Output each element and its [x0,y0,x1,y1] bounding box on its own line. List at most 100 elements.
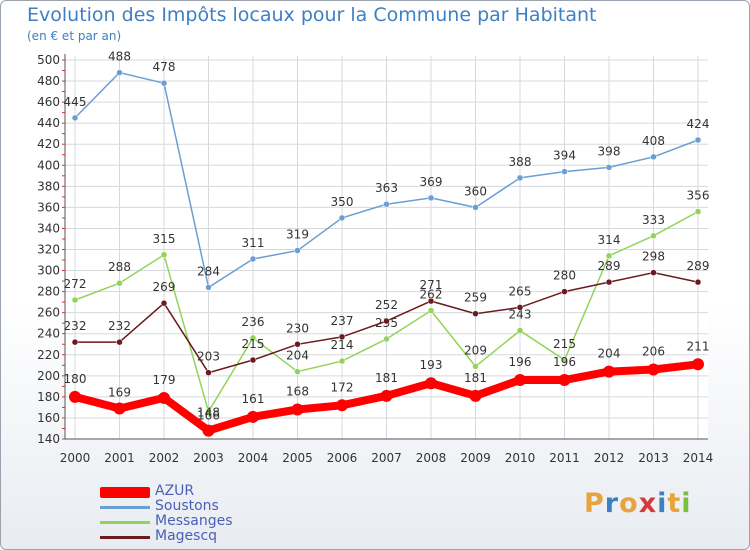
data-point-magescq [561,288,568,295]
data-label-messanges: 204 [286,349,309,363]
data-label-soustons: 388 [509,155,532,169]
y-tick-label: 380 [37,179,60,193]
data-point-soustons [694,136,702,144]
data-point-messanges [427,307,435,314]
data-point-magescq [694,278,702,286]
data-point-soustons [116,69,123,76]
data-label-messanges: 262 [420,288,443,302]
data-point-magescq [427,297,435,305]
data-label-azur: 206 [642,345,665,359]
data-point-soustons [249,255,257,263]
data-point-soustons [516,174,524,182]
x-tick-label: 2014 [683,451,714,465]
data-point-magescq [605,278,613,286]
data-point-azur [113,402,126,415]
data-label-magescq: 259 [464,291,487,305]
legend-label-azur: AZUR [155,483,195,499]
data-point-azur [692,358,704,371]
chart-title: Evolution des Impôts locaux pour la Comm… [27,4,597,26]
data-label-magescq: 215 [242,337,265,351]
data-label-magescq: 232 [64,319,87,333]
data-label-soustons: 424 [687,117,710,131]
data-label-soustons: 311 [242,236,265,250]
x-tick-label: 2002 [149,451,180,465]
data-label-messanges: 315 [153,232,176,246]
data-label-messanges: 333 [642,213,665,227]
legend-label-messanges: Messanges [155,513,233,529]
data-point-azur [603,365,615,378]
data-point-azur [291,403,304,416]
x-tick-label: 2009 [460,451,491,465]
data-point-magescq [516,304,524,311]
data-label-messanges: 288 [108,260,131,274]
data-point-soustons [472,204,479,211]
data-point-messanges [383,335,390,343]
data-label-soustons: 284 [197,264,220,278]
data-point-magescq [116,338,123,346]
data-point-messanges [116,279,123,287]
data-label-magescq: 271 [420,278,443,292]
data-label-soustons: 360 [464,184,487,198]
legend-swatch-magescq [100,536,150,539]
data-point-azur [514,374,526,387]
data-label-soustons: 319 [286,228,309,242]
data-point-azur [69,390,81,403]
legend-swatch-azur [100,487,150,498]
data-point-messanges [160,251,168,259]
data-label-azur: 196 [553,355,576,369]
data-point-soustons [294,247,301,254]
data-point-azur [469,389,482,402]
data-label-soustons: 398 [598,144,621,158]
y-tick-label: 460 [37,95,60,109]
data-label-messanges: 209 [464,343,487,357]
data-point-messanges [561,356,568,364]
data-label-magescq: 230 [286,321,309,335]
x-tick-label: 2008 [416,451,447,465]
data-point-soustons [338,214,346,222]
data-point-magescq [249,356,257,364]
proxiti-logo: Proxiti [584,488,692,519]
data-point-magescq [160,299,168,307]
data-label-azur: 180 [64,372,87,386]
data-point-magescq [472,310,479,317]
data-label-soustons: 369 [420,175,443,189]
data-label-messanges: 243 [509,308,532,322]
x-tick-label: 2007 [371,451,402,465]
data-point-azur [425,377,437,390]
data-point-azur [558,374,571,387]
data-point-soustons [160,79,168,87]
data-point-messanges [516,327,524,334]
data-label-magescq: 265 [509,284,532,298]
data-label-magescq: 252 [375,298,398,312]
data-label-soustons: 488 [108,50,131,64]
y-tick-label: 440 [37,116,60,130]
y-tick-label: 320 [37,243,60,257]
data-label-magescq: 298 [642,250,665,264]
data-point-messanges [71,296,79,304]
data-point-soustons [650,153,657,161]
data-label-magescq: 232 [108,319,131,333]
data-point-azur [647,363,660,376]
y-tick-label: 200 [37,369,60,383]
x-tick-label: 2004 [238,451,269,465]
y-tick-label: 180 [37,390,60,404]
x-tick-label: 2013 [638,451,669,465]
data-label-messanges: 166 [197,409,220,423]
y-tick-label: 360 [37,200,60,214]
data-point-soustons [561,168,568,175]
data-label-soustons: 363 [375,181,398,195]
data-label-soustons: 350 [331,195,354,209]
legend-label-soustons: Soustons [155,498,219,514]
data-point-magescq [338,333,346,341]
data-point-soustons [427,194,435,202]
x-tick-label: 2000 [60,451,91,465]
data-label-azur: 196 [509,355,532,369]
y-tick-label: 300 [37,264,60,278]
data-point-messanges [605,252,613,260]
data-point-messanges [694,208,702,215]
x-tick-label: 2010 [505,451,536,465]
data-label-azur: 161 [242,392,265,406]
chart-subtitle: (en € et par an) [27,29,122,43]
data-label-magescq: 237 [331,314,354,328]
legend-swatch-soustons [100,506,150,509]
